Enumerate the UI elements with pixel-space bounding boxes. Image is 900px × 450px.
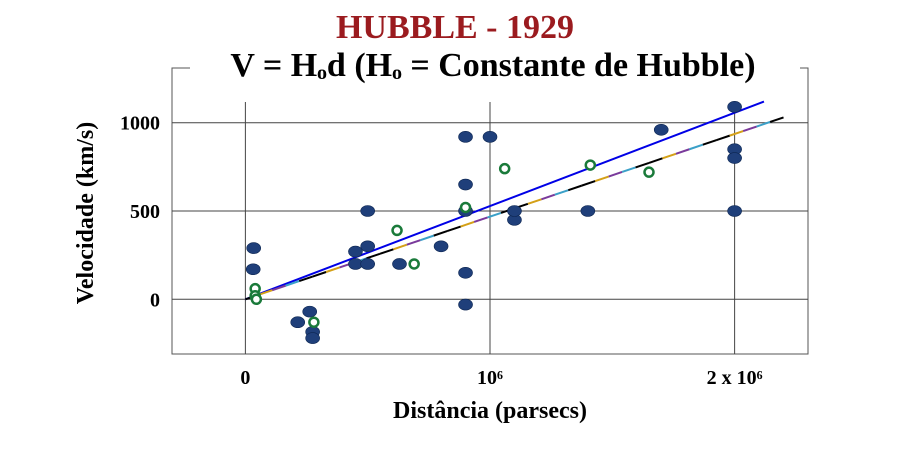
fit-line-dashed-segment [406,239,421,246]
chart-title: HUBBLE - 1929 [336,9,574,46]
data-point-filled [302,305,318,318]
data-point-filled [348,258,363,270]
y-tick-label: 1000 [120,113,160,135]
fit-line-dashed-segment [662,152,677,160]
fit-line-dashed-segment [729,130,744,137]
fit-line-dashed-segment [567,184,583,192]
data-points [245,101,742,344]
data-point-filled [727,205,742,217]
y-tick-labels: 0 500 1000 [120,113,160,312]
fit-line-dashed-segment [675,148,690,155]
fit-line-dashed-segment [769,116,784,123]
data-point-filled [246,242,262,254]
y-axis-label: Velocidade (km/s) [73,122,99,304]
fit-line-dashed-segment [433,230,448,237]
y-tick-label: 0 [150,289,160,311]
fit-line-blue [245,100,765,301]
data-point-open [584,159,597,171]
data-point-open [643,166,655,178]
fit-line-dashed-segment [258,289,273,296]
x-tick-labels: 0 10⁶ 2 x 10⁶ [240,367,762,389]
fit-line-dashed-segment [487,211,502,219]
fit-line-dashed-segment [393,243,408,251]
data-point-filled [392,258,407,270]
data-point-open [459,201,472,214]
x-tick-label: 2 x 10⁶ [707,367,763,389]
data-point-filled [360,240,375,253]
x-tick-label: 10⁶ [477,367,503,389]
data-point-open [308,316,320,328]
data-point-open [250,293,263,306]
fit-line-dashed-segment [271,284,287,292]
fit-line-dashed-segment [298,275,313,283]
fit-line-dashed-segment [285,280,300,287]
fit-line-dashed-segment [419,234,435,242]
data-point-filled [482,131,498,143]
data-point-filled [360,205,375,217]
data-point-filled [727,101,742,113]
data-point-open [408,258,420,270]
x-tick-label: 0 [240,367,250,389]
fit-line-dashed-segment [541,193,556,201]
fit-line-dashed-segment [621,166,636,173]
fit-line-dashed-segment [635,161,650,169]
fit-line-dashed-segment [581,180,596,187]
data-point-filled [458,178,473,191]
fit-line-dashed-segment [312,271,327,278]
fit-line-dashed-segment [460,221,475,228]
fit-line-dashed-segment [325,266,340,273]
fit-line-dashed-segment [702,139,717,146]
subtitle-background [190,44,800,88]
data-point-filled [245,263,261,276]
data-point-filled [360,258,375,270]
data-point-filled [458,266,473,279]
fit-line-dashed-segment [473,216,488,223]
data-point-open [391,224,403,237]
fit-line-dashed-segment [715,134,731,142]
data-point-filled [305,332,320,344]
x-axis-label: Distância (parsecs) [393,398,587,424]
data-point-filled [458,298,473,311]
fit-line-dashed-segment [527,198,542,205]
fit-line-dashed-segment [689,143,704,151]
fit-lines [245,100,784,301]
fit-line-dashed-segment [554,189,569,196]
chart-subtitle: V = Hₒd (Hₒ = Constante de Hubble) [230,47,755,84]
data-point-filled [507,205,522,217]
data-point-filled [348,245,363,258]
fit-line-dashed-segment [594,175,609,183]
fit-line-dashed-segment [608,171,623,178]
data-point-filled [653,123,669,136]
grid-lines [172,102,808,354]
fit-line-dashed-segment [648,157,663,164]
fit-line-dashed-segment [379,248,394,255]
data-point-filled [580,205,596,217]
fit-line-dashed-segment [446,225,461,233]
fit-line-dashed-segment [742,125,757,133]
y-tick-label: 500 [130,201,160,223]
data-point-filled [458,131,473,143]
data-point-open [498,162,511,175]
data-point-filled [727,152,742,164]
data-point-filled [290,316,306,329]
fit-line-dashed-segment [366,252,381,260]
data-point-filled [433,240,449,253]
fit-line-dashed-segment [756,121,771,128]
